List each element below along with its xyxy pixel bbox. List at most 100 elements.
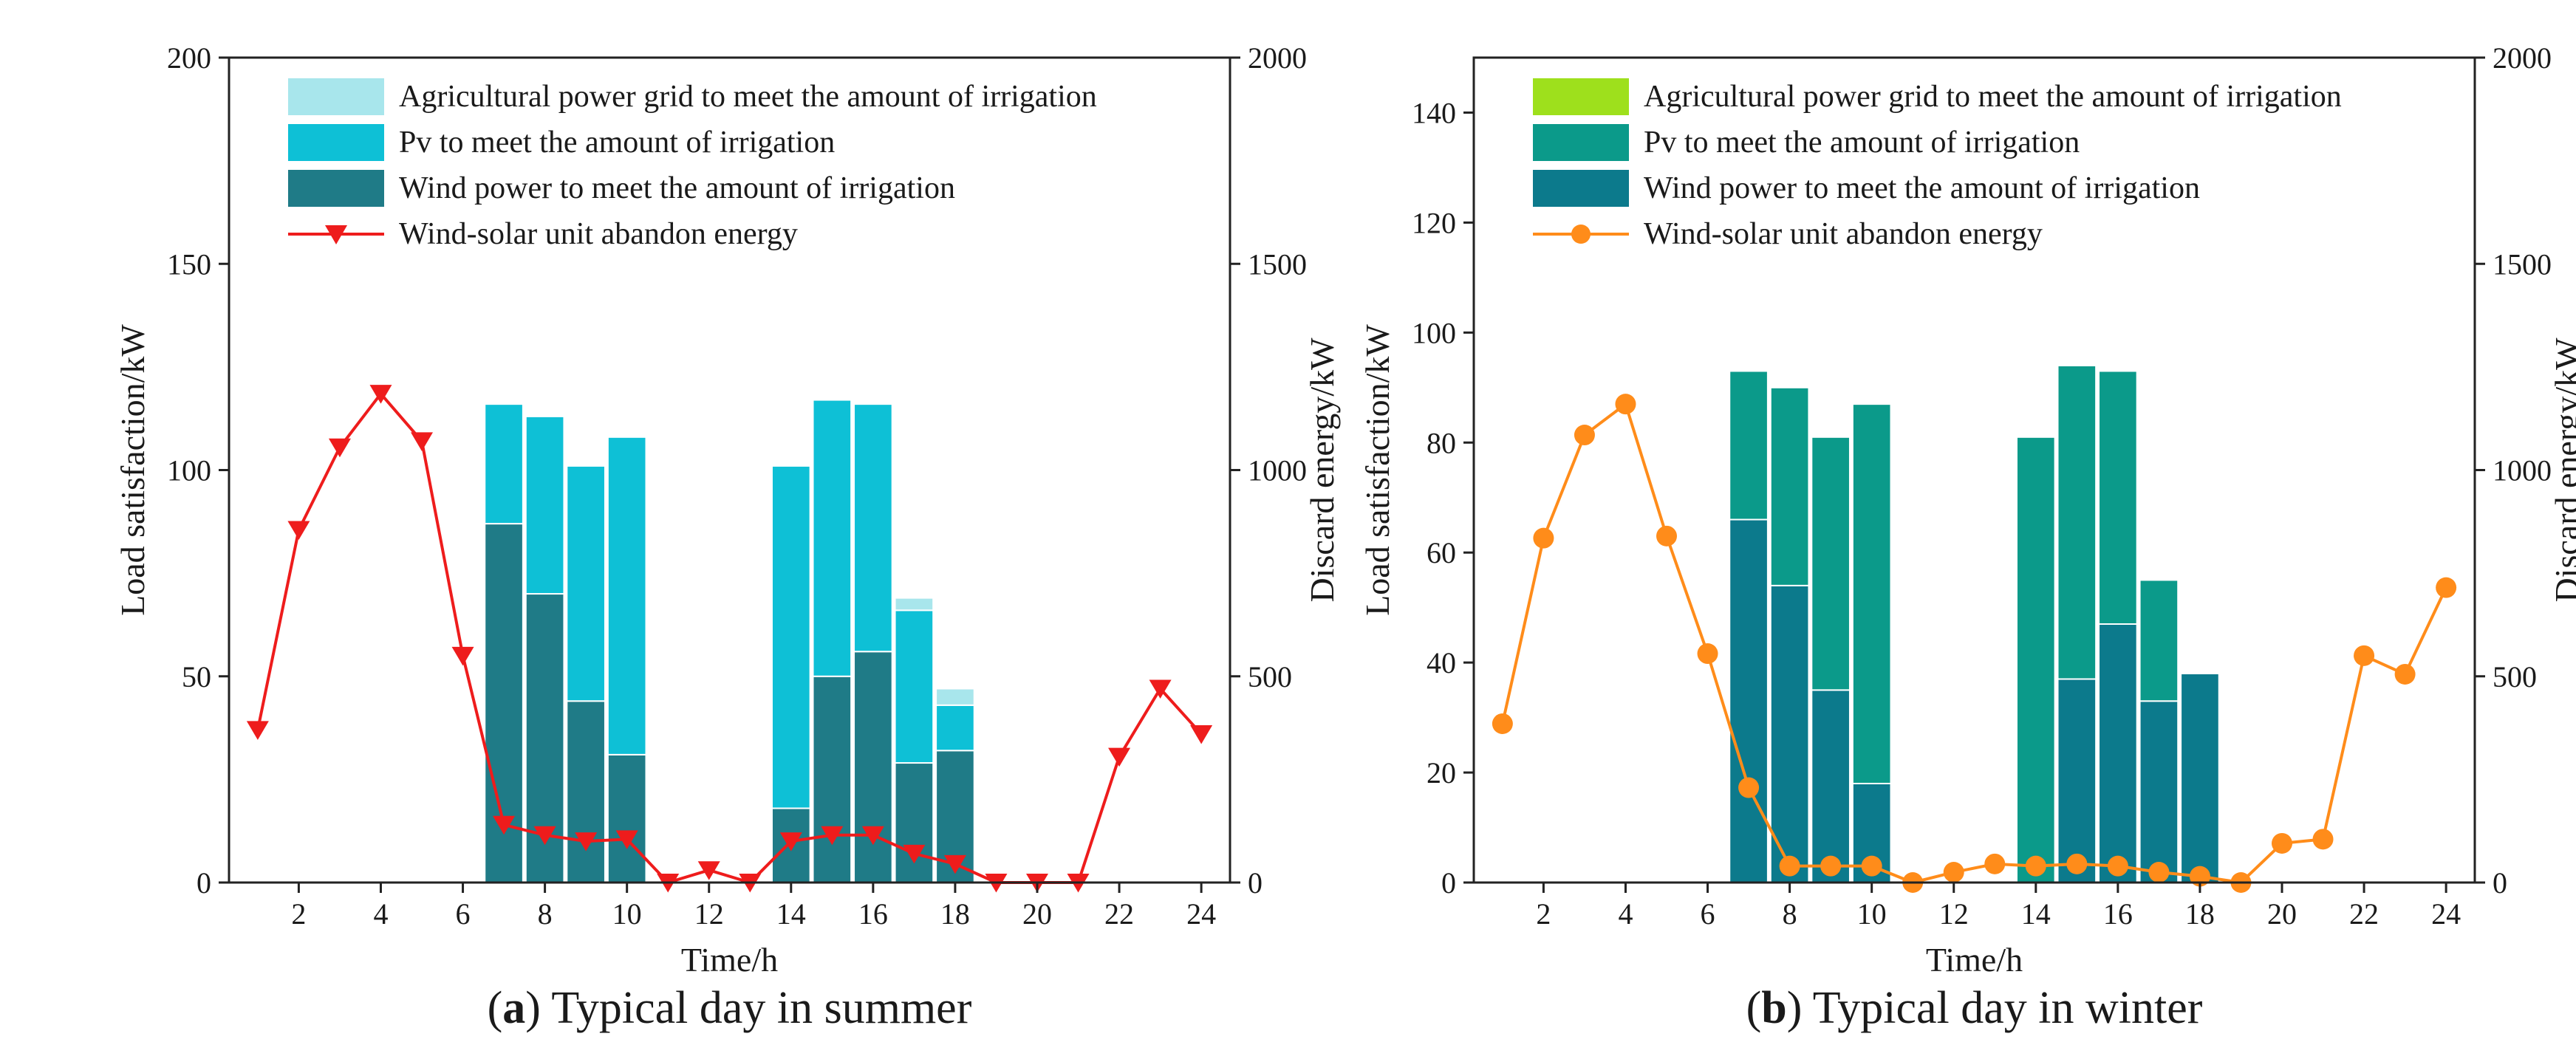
legend-swatch (288, 78, 384, 115)
x-tick-label: 14 (2021, 897, 2051, 931)
y2-axis-label: Discard energy/kW (2548, 338, 2576, 603)
marker-h7 (493, 815, 516, 835)
bar-wind-h16 (2098, 623, 2138, 883)
marker-h17 (2148, 862, 2170, 883)
line-abandon-energy (256, 391, 1203, 885)
marker-h22 (2354, 645, 2375, 666)
bar-agricultural-h17 (894, 597, 935, 611)
bar-wind-h16 (853, 651, 893, 883)
x-tick-label: 20 (2267, 897, 2297, 931)
legend-label: Pv to meet the amount of irrigation (1644, 126, 2080, 160)
marker-h2 (1533, 527, 1554, 549)
line-abandon-energy (1500, 401, 2447, 885)
marker-h1 (246, 721, 269, 740)
marker-h9 (1820, 855, 1842, 877)
marker-h15 (2066, 853, 2088, 874)
marker-h1 (1492, 713, 1513, 734)
chart-panel-summer: 2 4 6 8 10 12 14 16 18 20 22 2405010015020005001000… (114, 41, 1341, 1033)
legend: Agricultural power grid to meet the amou… (1533, 78, 2342, 251)
y-tick-label: 50 (182, 660, 211, 693)
y-tick-label: 20 (1427, 756, 1456, 789)
legend-label: Wind-solar unit abandon energy (1644, 217, 2043, 251)
bar-wind-h9 (566, 700, 606, 884)
x-tick-label: 18 (940, 897, 970, 931)
marker-h18 (943, 854, 966, 874)
x-tick-label: 16 (2103, 897, 2133, 931)
marker-h22 (1108, 747, 1131, 767)
x-tick-label: 2 (291, 897, 306, 931)
legend-swatch (288, 170, 384, 207)
marker-h23 (1149, 679, 1172, 699)
bar-wind-h17 (894, 762, 935, 884)
marker-h16 (861, 826, 884, 846)
bar-pv-h10 (607, 436, 647, 756)
bar-pv-h14 (2015, 436, 2056, 883)
x-tick-label: 24 (1186, 897, 1216, 931)
y-tick-label: 80 (1427, 426, 1456, 459)
marker-h8 (533, 826, 556, 846)
y-tick-label: 150 (167, 247, 211, 281)
marker-h4 (1615, 394, 1636, 415)
legend-label: Wind-solar unit abandon energy (399, 217, 798, 251)
marker-h20 (2271, 832, 2292, 854)
marker-h3 (1574, 425, 1595, 446)
legend-swatch (1533, 78, 1629, 115)
bar-pv-h17 (2139, 579, 2179, 702)
x-tick-label: 24 (2431, 897, 2461, 931)
x-tick-label: 18 (2185, 897, 2215, 931)
y-axis-label: Load satisfaction/kW (114, 324, 151, 616)
legend-swatch (1533, 170, 1629, 207)
x-axis-label: Time/h (681, 941, 778, 979)
bar-pv-h14 (771, 465, 811, 809)
x-tick-label: 6 (456, 897, 471, 931)
marker-h6 (451, 646, 474, 666)
marker-h10 (615, 830, 638, 849)
x-axis-label: Time/h (1926, 941, 2023, 979)
y2-tick-label: 1500 (1248, 247, 1307, 281)
bar-wind-h9 (1811, 689, 1851, 883)
y-tick-label: 0 (1441, 866, 1456, 900)
x-tick-label: 12 (694, 897, 724, 931)
bar-pv-h18 (935, 704, 975, 752)
y2-tick-label: 1000 (2493, 454, 2552, 487)
y2-tick-label: 1000 (1248, 454, 1307, 487)
legend-swatch (288, 124, 384, 161)
bar-pv-h16 (2098, 370, 2138, 626)
x-tick-label: 6 (1701, 897, 1715, 931)
marker-h14 (2025, 855, 2046, 877)
y-tick-label: 120 (1412, 206, 1456, 239)
bar-wind-h8 (1769, 584, 1810, 883)
marker-h8 (1779, 855, 1800, 877)
marker-h6 (1697, 643, 1718, 665)
x-tick-label: 4 (1618, 897, 1633, 931)
marker-h3 (328, 438, 351, 458)
marker-h2 (287, 521, 310, 540)
y-axis-label: Load satisfaction/kW (1359, 324, 1396, 616)
bar-pv-h10 (1851, 403, 1892, 784)
legend-marker (1571, 225, 1591, 244)
bar-wind-h7 (1729, 518, 1769, 884)
y-tick-label: 60 (1427, 536, 1456, 569)
bar-wind-h10 (607, 753, 647, 883)
bar-pv-h8 (525, 415, 565, 595)
bar-pv-h15 (2057, 365, 2097, 680)
marker-h21 (2312, 829, 2334, 850)
y-tick-label: 100 (167, 454, 211, 487)
y-tick-label: 200 (167, 41, 211, 75)
y-tick-label: 140 (1412, 96, 1456, 129)
y2-tick-label: 500 (1248, 660, 1292, 693)
bar-pv-h16 (853, 403, 893, 653)
marker-h14 (779, 832, 802, 852)
x-tick-label: 2 (1536, 897, 1551, 931)
bar-pv-h17 (894, 609, 935, 764)
y2-tick-label: 2000 (1248, 41, 1307, 75)
marker-h23 (2394, 663, 2416, 685)
x-tick-label: 4 (373, 897, 388, 931)
panel-caption: (a) Typical day in summer (488, 983, 972, 1033)
marker-h24 (2436, 577, 2457, 598)
x-tick-label: 12 (1939, 897, 1969, 931)
marker-h10 (1861, 855, 1882, 877)
legend-label: Wind power to meet the amount of irrigat… (399, 171, 955, 205)
x-tick-label: 16 (858, 897, 888, 931)
